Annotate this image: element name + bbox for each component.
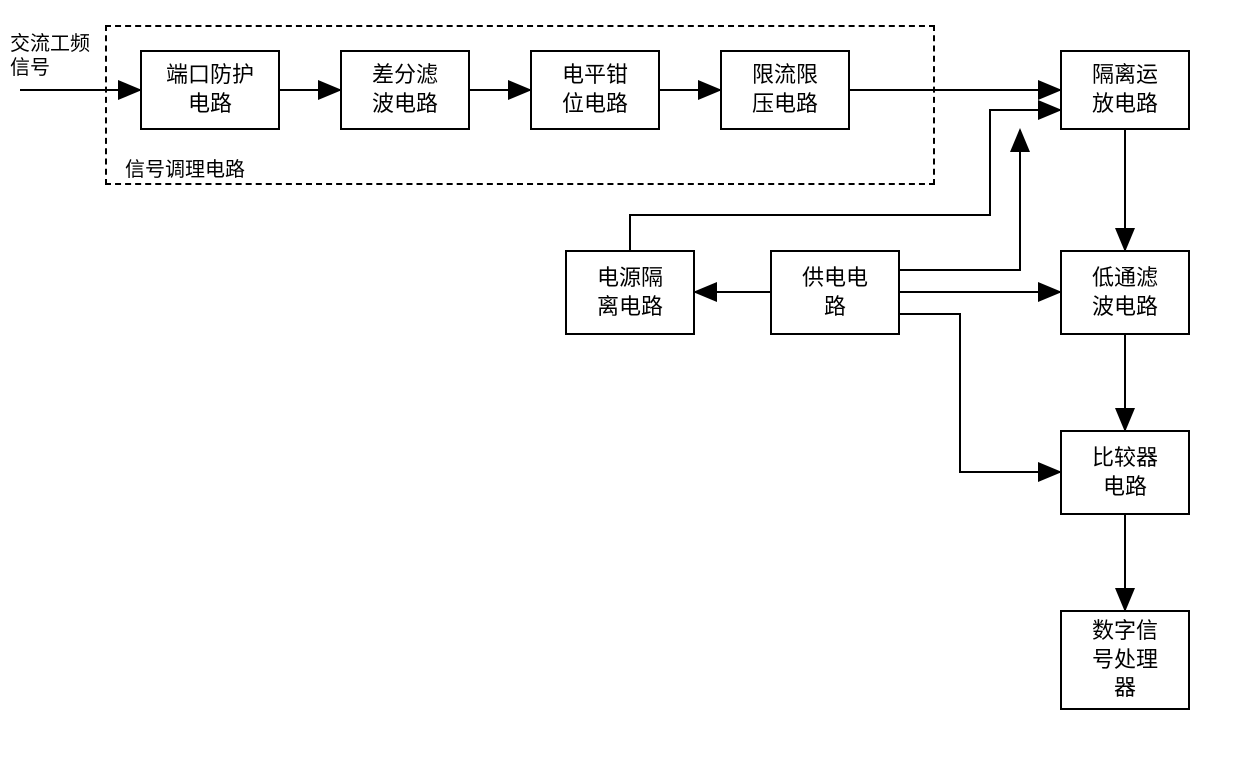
box-power-supply: 供电电 路: [770, 250, 900, 335]
box-power-isolation: 电源隔 离电路: [565, 250, 695, 335]
box-current-voltage-limit: 限流限 压电路: [720, 50, 850, 130]
box-comparator: 比较器 电路: [1060, 430, 1190, 515]
box-level-clamp: 电平钳 位电路: [530, 50, 660, 130]
box-lowpass-filter: 低通滤 波电路: [1060, 250, 1190, 335]
dashed-box-label: 信号调理电路: [125, 158, 245, 182]
box-differential-filter: 差分滤 波电路: [340, 50, 470, 130]
box-port-protection: 端口防护 电路: [140, 50, 280, 130]
input-signal-label: 交流工频 信号: [10, 32, 90, 80]
box-isolation-opamp: 隔离运 放电路: [1060, 50, 1190, 130]
box-dsp: 数字信 号处理 器: [1060, 610, 1190, 710]
